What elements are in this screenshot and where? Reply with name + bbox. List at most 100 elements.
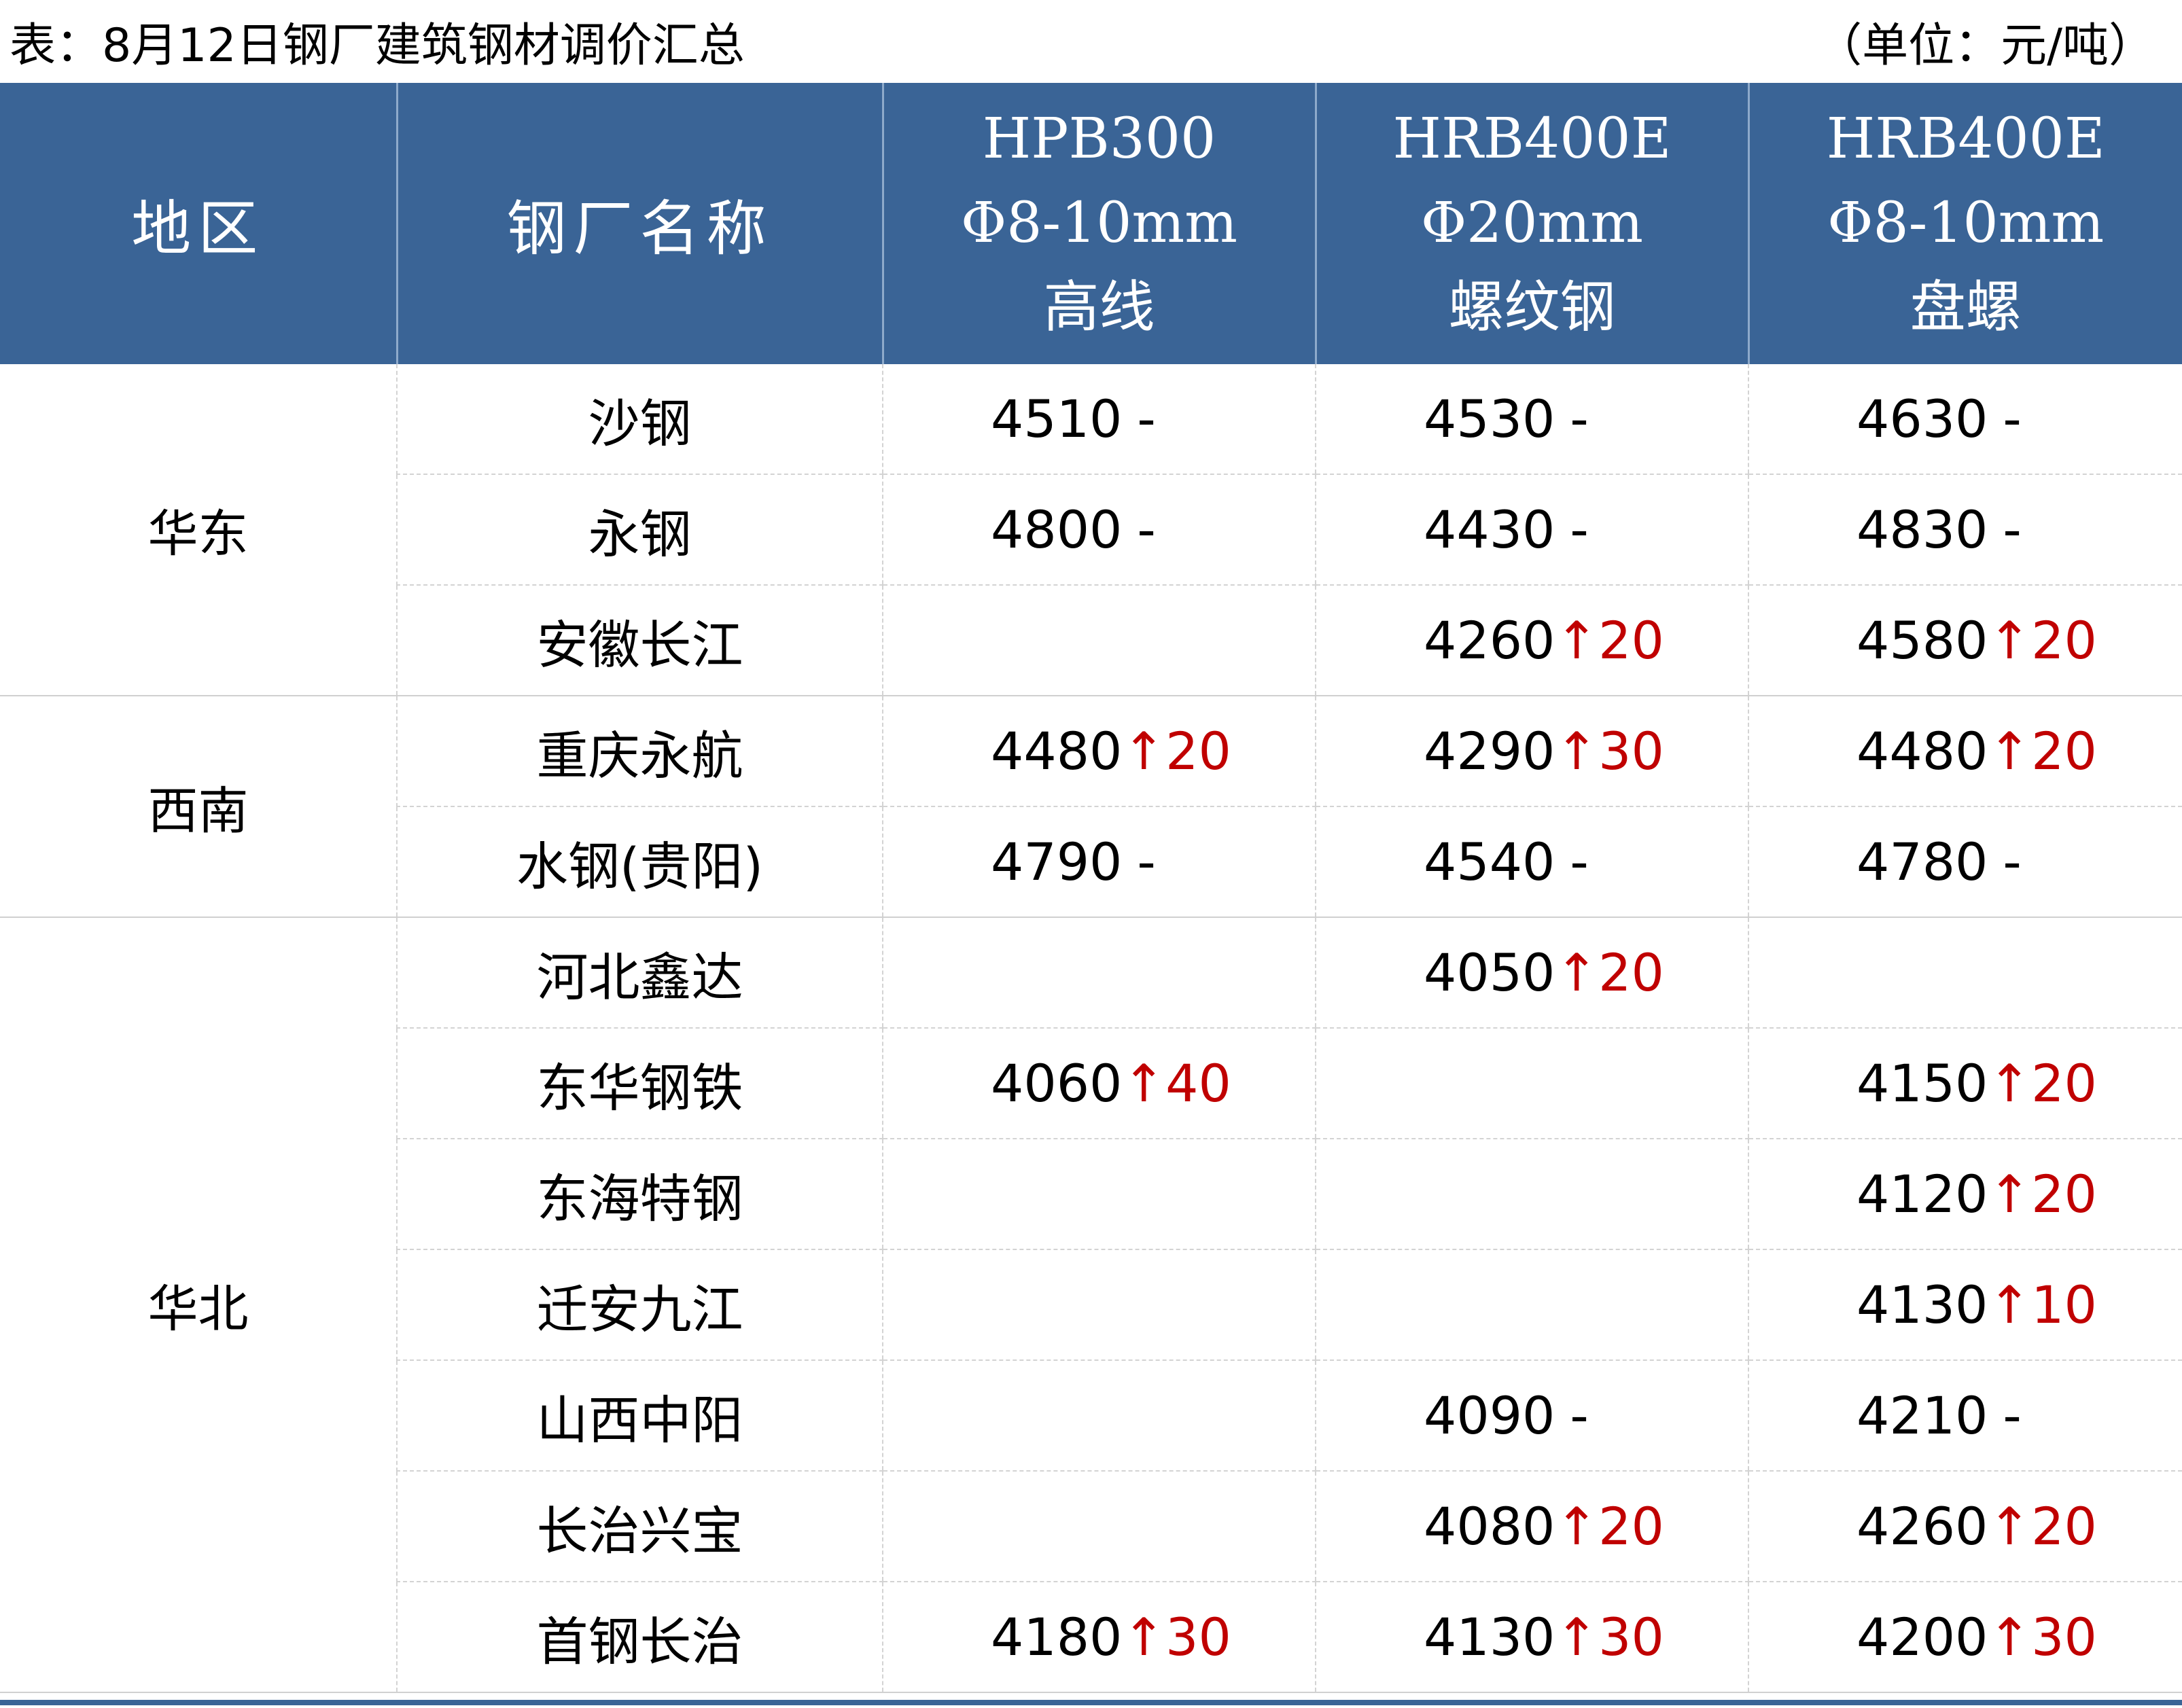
price-cell: 4130↑30: [1315, 1582, 1748, 1693]
price-cell: 4050↑20: [1315, 917, 1748, 1029]
price-cell: 4510-: [882, 364, 1316, 475]
price-cell: 4150↑20: [1748, 1028, 2182, 1139]
price-cell: 4530-: [1315, 364, 1748, 475]
price-change: -: [1137, 499, 1156, 560]
price-cell: [882, 1249, 1316, 1361]
price-change: ↑20: [1988, 1053, 2097, 1114]
price-cell: 4290↑30: [1315, 696, 1748, 807]
price-change: -: [1570, 389, 1589, 449]
price-cell: [882, 1360, 1316, 1472]
price-value: 4480: [991, 721, 1123, 781]
header-col-hrb400e-coil: HRB400E Φ8-10mm 盘螺: [1747, 83, 2182, 364]
mill-name-cell: 东华钢铁: [396, 1028, 883, 1139]
mill-name-cell: 东海特钢: [396, 1139, 883, 1250]
price-cell: 4120↑20: [1748, 1139, 2182, 1250]
table-row: 首钢长治 4180↑30 4130↑30 4200↑30: [0, 1582, 2182, 1693]
price-cell: [1315, 1249, 1748, 1361]
price-change: -: [1137, 389, 1156, 449]
price-change: ↑30: [1555, 721, 1664, 781]
price-value: 4090: [1424, 1385, 1555, 1446]
price-change: ↑20: [1988, 1496, 2097, 1556]
region-cell: 华东: [0, 364, 397, 696]
price-change: ↑20: [1988, 721, 2097, 781]
price-value: 4180: [991, 1607, 1123, 1667]
price-value: 4260: [1424, 610, 1555, 671]
mill-name-cell: 长治兴宝: [396, 1471, 883, 1582]
table-row: 华北 河北鑫达 4050↑20: [0, 917, 2182, 1693]
price-cell: 4780-: [1748, 806, 2182, 918]
table-row: 水钢(贵阳) 4790-4540-4780-: [0, 806, 2182, 918]
price-value: 4290: [1424, 721, 1555, 781]
mill-name-cell: 迁安九江: [396, 1249, 883, 1361]
price-change: ↑20: [1555, 1496, 1664, 1556]
table-row: 山西中阳 4090 -4210-: [0, 1360, 2182, 1472]
price-change: ↑20: [1988, 1164, 2097, 1224]
price-value: 4540: [1424, 832, 1555, 892]
price-change: -: [1570, 832, 1589, 892]
mill-name-cell: 首钢长治: [396, 1582, 883, 1693]
table-row: 东华钢铁 4060↑40 4150↑20: [0, 1028, 2182, 1139]
price-cell: 4180↑30: [882, 1582, 1316, 1693]
price-cell: 4790-: [882, 806, 1316, 918]
table-row: 长治兴宝 4080↑20 4260↑20: [0, 1471, 2182, 1582]
price-value: 4580: [1857, 610, 1988, 671]
price-cell: 4060↑40: [882, 1028, 1316, 1139]
price-value: 4120: [1857, 1164, 1988, 1224]
price-cell: [882, 1471, 1316, 1582]
price-change: ↑30: [1122, 1607, 1231, 1667]
price-value: 4260: [1857, 1496, 1988, 1556]
price-cell: 4800-: [882, 474, 1316, 586]
price-change: -: [2003, 389, 2022, 449]
price-cell: [882, 585, 1316, 696]
mill-name-cell: 山西中阳: [396, 1360, 883, 1472]
price-change: ↑20: [1122, 721, 1231, 781]
price-cell: 4540-: [1315, 806, 1748, 918]
table-row: 华东 沙钢 4510-4530-4630-: [0, 364, 2182, 696]
price-cell: [1748, 917, 2182, 1029]
price-change: ↑20: [1988, 610, 2097, 671]
price-cell: 4260↑20: [1748, 1471, 2182, 1582]
price-value: 4150: [1857, 1053, 1988, 1114]
price-value: 4200: [1857, 1607, 1988, 1667]
price-change: ↑30: [1555, 1607, 1664, 1667]
mill-name-cell: 河北鑫达: [396, 917, 883, 1029]
header-mill: 钢厂名称: [395, 83, 883, 364]
mill-name-cell: 安徽长江: [396, 585, 883, 696]
price-value: 4060: [991, 1053, 1123, 1114]
price-cell: [882, 1139, 1316, 1250]
price-cell: [1315, 1028, 1748, 1139]
price-cell: 4830-: [1748, 474, 2182, 586]
price-change: ↑30: [1988, 1607, 2097, 1667]
price-change: -: [1137, 832, 1156, 892]
price-cell: 4080↑20: [1315, 1471, 1748, 1582]
price-value: 4800: [991, 499, 1123, 560]
header-row: 地区 钢厂名称 HPB300 Φ8-10mm 高线 HRB400E Φ20mm …: [0, 83, 2182, 364]
price-change: -: [2003, 832, 2022, 892]
price-value: 4830: [1857, 499, 1988, 560]
price-change: ↑40: [1122, 1053, 1231, 1114]
price-cell: [1315, 1139, 1748, 1250]
header-col-hpb300: HPB300 Φ8-10mm 高线: [881, 83, 1316, 364]
price-value: 4130: [1857, 1275, 1988, 1335]
table-bottom-rule: [0, 1700, 2182, 1705]
price-table: 地区 钢厂名称 HPB300 Φ8-10mm 高线 HRB400E Φ20mm …: [0, 83, 2182, 1693]
region-cell: 西南: [0, 696, 397, 918]
price-value: 4050: [1424, 942, 1555, 1003]
table-row: 永钢 4800-4430-4830-: [0, 474, 2182, 586]
mill-name-cell: 沙钢: [396, 364, 883, 475]
price-cell: 4630-: [1748, 364, 2182, 475]
mill-name-cell: 重庆永航: [396, 696, 883, 807]
table-row: 西南 重庆永航 4480↑20 4290↑30 4480↑20: [0, 696, 2182, 918]
price-value: 4510: [991, 389, 1123, 449]
price-cell: [882, 917, 1316, 1029]
table-caption: 表：8月12日钢厂建筑钢材调价汇总: [10, 18, 745, 73]
price-change: ↑20: [1555, 610, 1664, 671]
price-change: -: [2003, 1385, 2022, 1446]
price-value: 4130: [1424, 1607, 1555, 1667]
price-value: 4530: [1424, 389, 1555, 449]
price-cell: 4200↑30: [1748, 1582, 2182, 1693]
table-row: 安徽长江 4260↑20 4580↑20: [0, 585, 2182, 696]
price-value: 4790: [991, 832, 1123, 892]
price-cell: 4130↑10: [1748, 1249, 2182, 1361]
price-cell: 4210-: [1748, 1360, 2182, 1472]
